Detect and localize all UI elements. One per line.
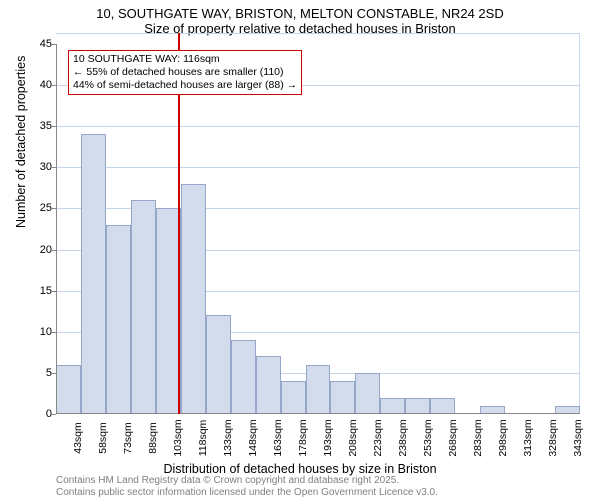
x-tick-label: 223sqm <box>372 419 384 456</box>
x-tick-label: 163sqm <box>272 419 284 456</box>
footer-line2: Contains public sector information licen… <box>56 487 438 499</box>
chart-plot-area: 10 SOUTHGATE WAY: 116sqm ← 55% of detach… <box>56 44 580 414</box>
y-tick-label: 45 <box>34 38 52 50</box>
x-axis-label: Distribution of detached houses by size … <box>0 462 600 476</box>
x-tick-label: 178sqm <box>297 419 309 456</box>
y-tick-mark <box>52 414 56 415</box>
y-tick-label: 5 <box>34 367 52 379</box>
histogram-bar <box>330 381 355 414</box>
x-tick-label: 208sqm <box>347 419 359 456</box>
y-tick-label: 20 <box>34 244 52 256</box>
x-tick-label: 328sqm <box>547 419 559 456</box>
y-tick-mark <box>52 332 56 333</box>
histogram-bar <box>355 373 380 414</box>
gridline <box>56 167 580 168</box>
x-tick-label: 193sqm <box>322 419 334 456</box>
y-tick-mark <box>52 373 56 374</box>
y-tick-label: 0 <box>34 408 52 420</box>
y-tick-mark <box>52 85 56 86</box>
histogram-bar <box>281 381 306 414</box>
histogram-bar <box>231 340 256 414</box>
histogram-bar <box>430 398 455 414</box>
gridline <box>56 126 580 127</box>
footer-line1: Contains HM Land Registry data © Crown c… <box>56 475 438 487</box>
x-tick-label: 43sqm <box>72 422 84 454</box>
histogram-bar <box>405 398 430 414</box>
chart-title-sub: Size of property relative to detached ho… <box>0 21 600 40</box>
y-tick-mark <box>52 250 56 251</box>
histogram-bar <box>181 184 206 414</box>
y-axis-label: Number of detached properties <box>14 56 28 228</box>
histogram-bar <box>256 356 281 414</box>
histogram-bar <box>206 315 231 414</box>
axis-bottom <box>56 413 580 414</box>
x-tick-label: 88sqm <box>147 422 159 454</box>
chart-container: 10, SOUTHGATE WAY, BRISTON, MELTON CONST… <box>0 0 600 500</box>
x-tick-label: 298sqm <box>497 419 509 456</box>
y-tick-mark <box>52 126 56 127</box>
x-tick-label: 148sqm <box>247 419 259 456</box>
chart-title-main: 10, SOUTHGATE WAY, BRISTON, MELTON CONST… <box>0 0 600 21</box>
y-tick-label: 35 <box>34 120 52 132</box>
x-tick-label: 58sqm <box>97 422 109 454</box>
y-tick-label: 25 <box>34 202 52 214</box>
x-tick-label: 343sqm <box>572 419 584 456</box>
x-tick-label: 118sqm <box>197 420 209 457</box>
histogram-bar <box>81 134 106 414</box>
x-tick-label: 253sqm <box>422 419 434 456</box>
annotation-line3: 44% of semi-detached houses are larger (… <box>73 79 297 92</box>
annotation-box: 10 SOUTHGATE WAY: 116sqm ← 55% of detach… <box>68 50 302 95</box>
axis-top <box>56 33 580 34</box>
histogram-bar <box>106 225 131 414</box>
x-tick-label: 103sqm <box>172 419 184 456</box>
y-tick-mark <box>52 167 56 168</box>
y-tick-mark <box>52 44 56 45</box>
y-tick-label: 40 <box>34 79 52 91</box>
axis-left <box>56 44 57 414</box>
histogram-bar <box>306 365 331 414</box>
axis-right <box>579 33 580 414</box>
annotation-line2: ← 55% of detached houses are smaller (11… <box>73 66 297 79</box>
histogram-bar <box>380 398 405 414</box>
histogram-bar <box>56 365 81 414</box>
y-tick-mark <box>52 208 56 209</box>
annotation-line1: 10 SOUTHGATE WAY: 116sqm <box>73 53 297 66</box>
y-tick-label: 30 <box>34 161 52 173</box>
x-tick-label: 73sqm <box>122 422 134 454</box>
y-tick-label: 15 <box>34 285 52 297</box>
histogram-bar <box>131 200 156 414</box>
x-tick-label: 313sqm <box>522 419 534 456</box>
y-tick-label: 10 <box>34 326 52 338</box>
footer-attribution: Contains HM Land Registry data © Crown c… <box>56 475 438 498</box>
x-tick-label: 133sqm <box>222 419 234 456</box>
x-tick-label: 238sqm <box>397 419 409 456</box>
x-tick-label: 268sqm <box>447 419 459 456</box>
y-tick-mark <box>52 291 56 292</box>
x-tick-label: 283sqm <box>472 419 484 456</box>
